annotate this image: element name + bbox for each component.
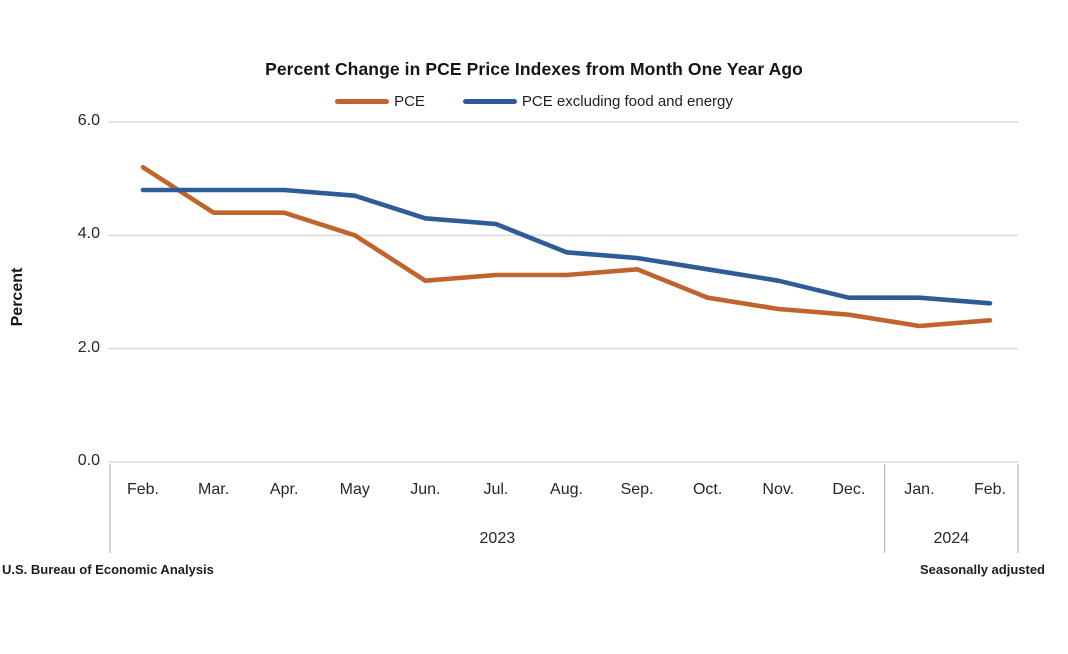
x-tick-label-7: Sep.	[620, 481, 654, 498]
x-tick-label-8: Oct.	[692, 481, 723, 498]
y-tick-label-2.0: 2.0	[77, 338, 100, 356]
x-tick-label-10: Dec.	[832, 481, 866, 498]
x-tick-label-9: Nov.	[762, 481, 795, 498]
x-tick-label-6: Aug.	[550, 481, 583, 498]
core-pce-line-swatch-icon	[462, 99, 517, 104]
source-note: U.S. Bureau of Economic Analysis	[2, 562, 214, 577]
year-label-2024: 2024	[933, 530, 970, 547]
legend-item-core-pce: PCE excluding food and energy	[462, 93, 733, 110]
series-line-pce	[140, 165, 993, 329]
y-tick-label-6.0: 6.0	[77, 112, 100, 129]
y-tick-label-4.0: 4.0	[77, 225, 100, 243]
x-tick-label-3: May	[339, 481, 370, 498]
legend-label-pce: PCE	[394, 93, 425, 110]
x-tick-label-1: Mar.	[198, 481, 230, 498]
legend-label-core-pce: PCE excluding food and energy	[521, 93, 733, 110]
year-label-2023: 2023	[479, 530, 516, 547]
pce-line-swatch-icon	[335, 99, 390, 104]
x-tick-label-0: Feb.	[126, 481, 159, 498]
x-tick-label-4: Jun.	[410, 481, 441, 498]
legend-item-pce: PCE	[335, 93, 425, 110]
y-tick-label-0.0: 0.0	[77, 452, 100, 469]
chart-title: Percent Change in PCE Price Indexes from…	[265, 59, 803, 79]
x-tick-label-5: Jul.	[483, 481, 509, 498]
x-tick-label-12: Feb.	[973, 481, 1006, 498]
x-tick-label-2: Apr.	[269, 481, 299, 498]
series-line-core-pce	[140, 187, 993, 306]
adjustment-note: Seasonally adjusted	[920, 562, 1045, 577]
x-tick-label-11: Jan.	[904, 481, 935, 498]
chart-legend: PCE PCE excluding food and energy	[0, 93, 1068, 110]
